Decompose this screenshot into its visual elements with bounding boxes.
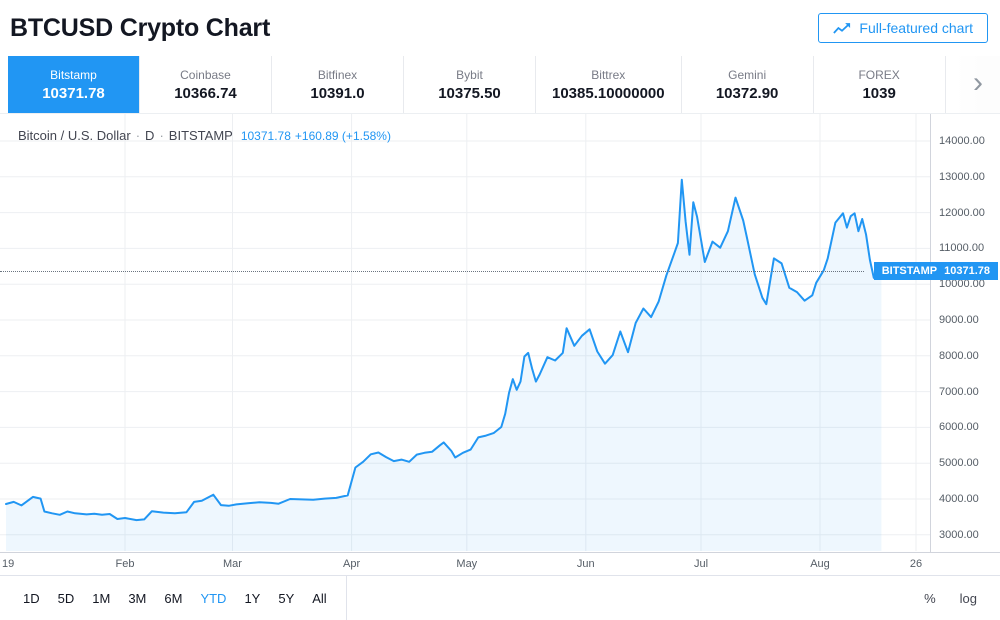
exchange-tab-price: 10366.74: [174, 84, 237, 102]
exchange-tab-forex[interactable]: FOREX 1039: [813, 56, 946, 113]
y-axis-label: 5000.00: [939, 457, 979, 470]
range-button-5y[interactable]: 5Y: [278, 590, 295, 606]
exchange-tabs: Bitstamp 10371.78 Coinbase 10366.74 Bitfinex…: [0, 56, 1000, 114]
range-button-6m[interactable]: 6M: [164, 590, 183, 606]
x-axis-label: Aug: [810, 558, 830, 570]
tabs-scroll-right-button[interactable]: ›: [956, 56, 1000, 113]
range-button-1m[interactable]: 1M: [92, 590, 111, 606]
exchange-tab-label: FOREX: [858, 67, 900, 82]
range-button-5d[interactable]: 5D: [57, 590, 75, 606]
last-price-label: BITSTAMP 10371.78: [873, 261, 998, 280]
y-axis-label: 8000.00: [939, 349, 979, 362]
y-axis-label: 14000.00: [939, 135, 985, 147]
exchange-tab-coinbase[interactable]: Coinbase 10366.74: [140, 56, 272, 113]
chart-area: 14000.00 13000.00 12000.00 11000.00 10000.00…: [0, 114, 1000, 552]
range-button-ytd[interactable]: YTD: [200, 590, 227, 606]
range-buttons: 1D 5D 1M 3M 6M YTD 1Y 5Y All: [14, 585, 336, 612]
x-axis-label: Apr: [343, 558, 361, 570]
exchange-tab-bittrex[interactable]: Bittrex 10385.10000000: [536, 56, 682, 113]
chevron-right-icon: ›: [973, 65, 983, 99]
price-label-value: 10371.78: [944, 264, 990, 277]
y-axis-label: 6000.00: [939, 421, 979, 434]
y-axis-label: 10000.00: [939, 278, 985, 291]
x-axis-label: 19: [2, 558, 15, 570]
scale-button-percent[interactable]: %: [924, 590, 936, 606]
price-label-exchange: BITSTAMP: [881, 264, 938, 277]
exchange-tab-price: 10385.10000000: [552, 84, 665, 102]
exchange-tab-price: 10391.0: [310, 84, 365, 102]
range-button-all[interactable]: All: [312, 590, 327, 606]
range-button-1y[interactable]: 1Y: [244, 590, 261, 606]
x-axis-label: Jun: [576, 558, 595, 570]
y-axis-label: 4000.00: [939, 493, 979, 505]
legend-interval: D: [145, 128, 155, 143]
toolbar-divider: [345, 576, 347, 620]
legend-separator: ·: [159, 128, 164, 143]
chart-canvas[interactable]: [0, 114, 930, 552]
y-axis-label: 11000.00: [939, 242, 985, 255]
y-axis-label: 7000.00: [939, 385, 979, 398]
exchange-tab-bybit[interactable]: Bybit 10375.50: [404, 56, 536, 113]
exchange-tab-price: 10375.50: [438, 84, 501, 102]
y-axis[interactable]: 14000.00 13000.00 12000.00 11000.00 10000.00…: [930, 114, 1000, 552]
y-axis-label: 3000.00: [939, 528, 979, 541]
exchange-tab-gemini[interactable]: Gemini 10372.90: [681, 56, 814, 113]
x-axis-label: Jul: [693, 558, 709, 570]
page-header: BTCUSD Crypto Chart Full-featured chart: [0, 0, 1000, 56]
legend-last-price: 10371.78: [240, 129, 291, 143]
exchange-tab-label: Bittrex: [591, 67, 626, 82]
y-axis-label: 13000.00: [939, 170, 985, 183]
full-featured-chart-label: Full-featured chart: [859, 20, 973, 36]
chart-icon: [833, 22, 851, 35]
legend-exchange: BITSTAMP: [168, 128, 233, 143]
exchange-tab-label: Bybit: [456, 67, 483, 82]
chart-legend: Bitcoin / U.S. Dollar · D · BITSTAMP 10371.78…: [18, 128, 395, 143]
exchange-tab-label: Bitstamp: [50, 67, 97, 82]
exchange-tab-price: 10372.90: [715, 84, 779, 102]
x-axis[interactable]: 19 Feb Mar Apr May Jun Jul Aug 26: [0, 552, 1000, 575]
x-axis-label: May: [456, 558, 478, 570]
scale-button-log[interactable]: log: [959, 590, 977, 606]
y-axis-label: 12000.00: [939, 206, 985, 219]
exchange-tab-price: 1039: [862, 84, 896, 102]
y-axis-label: 9000.00: [939, 314, 979, 326]
exchange-tab-bitstamp[interactable]: Bitstamp 10371.78: [8, 56, 140, 113]
legend-symbol: Bitcoin / U.S. Dollar: [18, 128, 131, 143]
exchange-tab-bitfinex[interactable]: Bitfinex 10391.0: [272, 56, 404, 113]
page-title: BTCUSD Crypto Chart: [10, 13, 271, 42]
last-price-line: [0, 270, 864, 272]
exchange-tab-label: Gemini: [728, 67, 767, 82]
exchange-tab-price: 10371.78: [42, 84, 105, 102]
exchange-tab-label: Coinbase: [180, 67, 231, 82]
x-axis-label: Feb: [115, 558, 135, 570]
bottom-toolbar: 1D 5D 1M 3M 6M YTD 1Y 5Y All % log: [0, 575, 1000, 620]
range-button-1d[interactable]: 1D: [23, 590, 40, 606]
scale-buttons: % log: [915, 585, 986, 612]
full-featured-chart-button[interactable]: Full-featured chart: [818, 13, 988, 43]
legend-separator: ·: [135, 128, 141, 143]
x-axis-label: Mar: [223, 558, 242, 570]
legend-change: +160.89 (+1.58%): [294, 129, 391, 143]
exchange-tab-label: Bitfinex: [317, 67, 358, 82]
range-button-3m[interactable]: 3M: [128, 590, 147, 606]
x-axis-label: 26: [909, 558, 923, 570]
